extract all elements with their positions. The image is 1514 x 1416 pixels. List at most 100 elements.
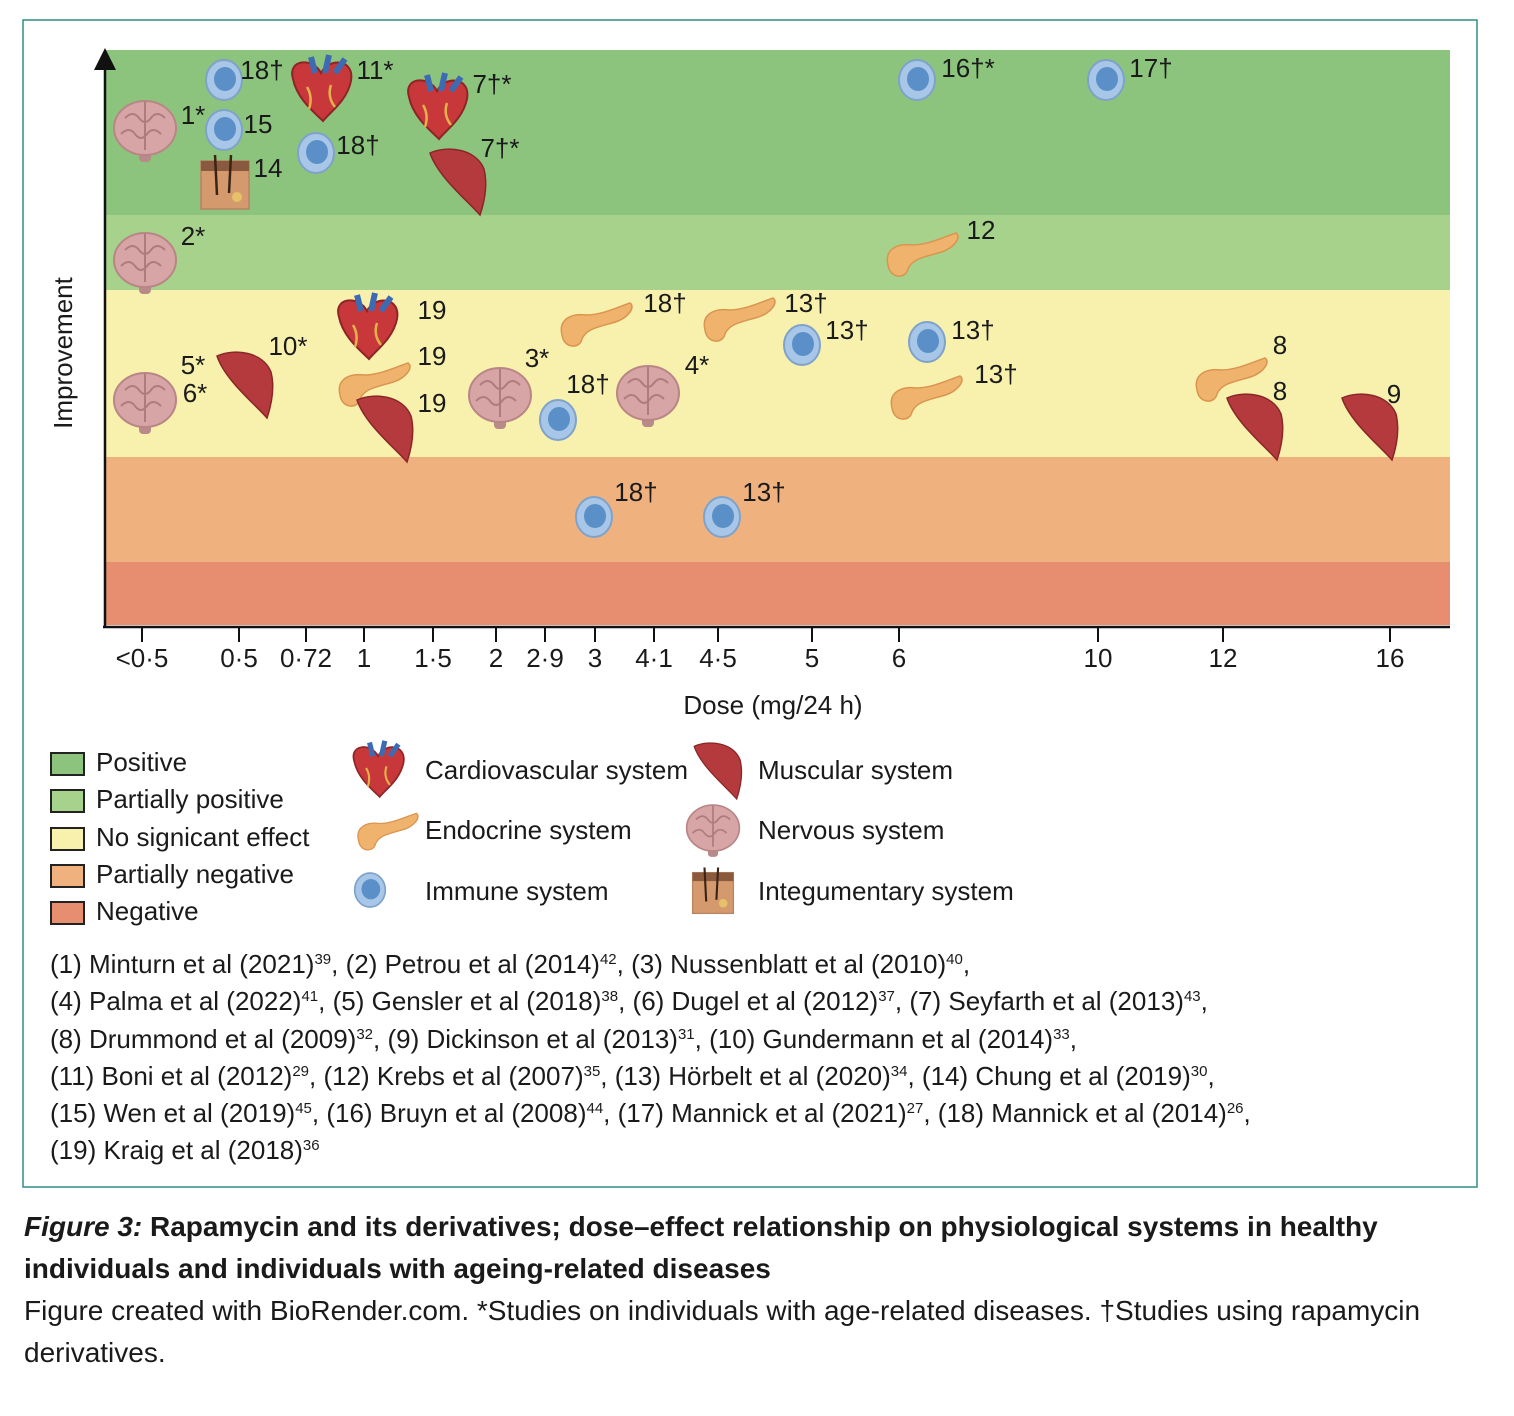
icon-endocrine xyxy=(890,375,963,420)
brain-folds xyxy=(623,367,669,415)
heart-body xyxy=(407,79,469,141)
y-axis-label: Improvement xyxy=(48,276,78,428)
reference-number: 37 xyxy=(878,988,895,1006)
cell-nucleus xyxy=(361,878,381,900)
legend-label: No signicant effect xyxy=(96,822,310,852)
system-legend-label: Nervous system xyxy=(758,815,944,845)
pancreas xyxy=(560,302,633,347)
effect-band xyxy=(105,215,1450,290)
icon-brain xyxy=(685,804,741,857)
icon-immune xyxy=(1087,59,1125,101)
icon-skin xyxy=(200,154,250,210)
reference: (19) Kraig et al (2018)36 xyxy=(50,1135,320,1165)
heart-body xyxy=(291,61,353,123)
skin-hair xyxy=(213,154,233,196)
reference-text: (4) Palma et al (2022) xyxy=(50,986,302,1017)
reference-number: 38 xyxy=(601,988,619,1006)
heart-body xyxy=(337,299,399,361)
icon-immune xyxy=(205,59,243,101)
reference: (6) Dugel et al (2012)37 xyxy=(633,986,910,1016)
point-label: 18† xyxy=(643,288,686,318)
reference-text: (3) Nussenblatt et al (2010) xyxy=(631,949,947,979)
reference: (5) Gensler et al (2018)38 xyxy=(333,986,633,1016)
icon-immune xyxy=(353,872,387,908)
icon-skin xyxy=(691,867,735,915)
reference: (7) Seyfarth et al (2013)43 xyxy=(909,986,1208,1016)
reference: (13) Hörbelt et al (2020)34 xyxy=(615,1061,922,1091)
reference-number: 35 xyxy=(583,1062,601,1080)
system-legend-label: Muscular system xyxy=(758,755,953,785)
icon-immune xyxy=(783,324,821,366)
muscle xyxy=(1226,393,1284,462)
reference-number: 30 xyxy=(1190,1062,1208,1080)
x-tick-label: 1 xyxy=(357,643,371,673)
reference-number: 29 xyxy=(292,1062,310,1080)
reference-number: 33 xyxy=(1053,1025,1070,1043)
icon-immune xyxy=(539,399,577,441)
effect-band xyxy=(105,457,1450,562)
reference-number: 41 xyxy=(301,988,319,1006)
point-label: 10* xyxy=(268,331,307,361)
brain-folds xyxy=(691,805,731,847)
reference-text: (11) Boni et al (2012) xyxy=(50,1060,293,1091)
caption: Figure 3: Rapamycin and its derivatives;… xyxy=(24,1206,1494,1374)
x-tick-label: 12 xyxy=(1209,643,1238,673)
legend-label: Positive xyxy=(96,747,187,777)
reference-text: (12) Krebs et al (2007) xyxy=(323,1060,584,1091)
pancreas xyxy=(886,232,959,277)
skin-gland xyxy=(232,192,242,202)
point-label: 19 xyxy=(418,341,447,371)
legend-label: Partially negative xyxy=(96,859,294,889)
reference-line: (1) Minturn et al (2021)39(2) Petrou et … xyxy=(50,946,1470,983)
point-label: 8 xyxy=(1273,330,1287,360)
point-label: 18† xyxy=(566,369,609,399)
muscle xyxy=(1341,393,1399,462)
point-label: 13† xyxy=(974,359,1017,389)
x-tick-label: 5 xyxy=(805,643,819,673)
heart-arteries xyxy=(351,322,383,348)
skin-top xyxy=(201,161,249,171)
point-label: 13† xyxy=(784,288,827,318)
point-label: 7†* xyxy=(480,133,519,163)
heart-vessels xyxy=(424,72,464,93)
icon-muscle xyxy=(356,395,414,464)
point-label: 11* xyxy=(356,55,393,85)
legend-label: Negative xyxy=(96,896,199,926)
reference-line: (11) Boni et al (2012)29 (12) Krebs et al… xyxy=(50,1058,1470,1095)
reference-text: (5) Gensler et al (2018) xyxy=(332,986,602,1017)
reference: (1) Minturn et al (2021)39 xyxy=(50,949,346,979)
point-label: 19 xyxy=(418,295,447,325)
heart-arteries xyxy=(305,84,337,110)
icon-heart xyxy=(407,72,469,141)
reference-number: 40 xyxy=(946,951,963,968)
reference-text: (8) Drummond et al (2009) xyxy=(50,1023,357,1054)
cell-nucleus xyxy=(907,67,929,91)
legend-label: Partially positive xyxy=(96,784,284,814)
legend-swatch xyxy=(50,789,85,813)
point-label: 5* xyxy=(181,350,206,380)
icon-heart xyxy=(291,54,353,123)
reference: (14) Chung et al (2019)30 xyxy=(922,1061,1215,1091)
x-tick-label: 6 xyxy=(892,643,906,673)
x-tick-label: 2·9 xyxy=(526,643,564,673)
reference-text: (2) Petrou et al (2014) xyxy=(345,949,600,979)
point-label: 13† xyxy=(825,315,868,345)
reference: (10) Gundermann et al (2014)33 xyxy=(709,1024,1077,1054)
pancreas xyxy=(357,812,419,851)
x-tick-label: 0·72 xyxy=(280,643,332,673)
point-label: 15 xyxy=(244,109,273,139)
point-label: 13† xyxy=(951,315,994,345)
reference-number: 39 xyxy=(314,951,332,968)
reference-number: 45 xyxy=(295,1100,312,1118)
muscle xyxy=(429,148,487,217)
reference: (3) Nussenblatt et al (2010)40 xyxy=(631,949,970,979)
icon-brain xyxy=(113,372,177,434)
reference: (18) Mannick et al (2014)26 xyxy=(938,1098,1251,1128)
brain-folds xyxy=(120,102,166,150)
point-label: 18† xyxy=(240,55,283,85)
brain-folds xyxy=(120,374,166,422)
system-legend-label: Immune system xyxy=(425,876,609,906)
icon-brain xyxy=(468,367,532,429)
point-label: 1* xyxy=(181,100,206,130)
